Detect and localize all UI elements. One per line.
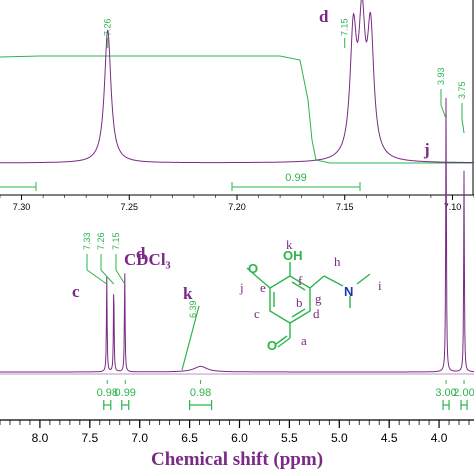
- annotation-d: d: [136, 244, 146, 263]
- main-integral-2.00: 2.00: [453, 380, 474, 410]
- site-label-k: k: [286, 237, 293, 252]
- inset-x-tick-label: 7.20: [228, 202, 246, 212]
- main-x-tick-label: 6.5: [181, 431, 198, 445]
- site-label-g: g: [315, 291, 322, 306]
- main-x-tick-label: 8.0: [32, 431, 49, 445]
- inset-x-tick-label: 7.15: [336, 202, 354, 212]
- svg-text:7.15: 7.15: [111, 232, 121, 250]
- inset-integral-bracket-left: [0, 182, 37, 191]
- site-label-i: i: [378, 278, 382, 293]
- atom-n: N: [344, 284, 353, 299]
- atom-o-aldehyde: O: [267, 338, 277, 353]
- site-label-c: c: [254, 306, 260, 321]
- main-x-tick-label: 5.0: [331, 431, 348, 445]
- main-spectrum-trace: [0, 97, 474, 373]
- main-integral-0.98: 0.98: [97, 380, 118, 410]
- site-label-b: b: [296, 295, 303, 310]
- main-x-tick-label: 7.5: [81, 431, 98, 445]
- svg-text:2.00: 2.00: [453, 387, 474, 399]
- annotation-j: j: [423, 140, 430, 159]
- svg-text:7.33: 7.33: [82, 232, 92, 250]
- main-peak-label-3.75: 3.75: [457, 81, 467, 134]
- molecule-labels: OH O N O k j e f h i g b c d a: [239, 237, 382, 353]
- main-x-tick-label: 4.5: [381, 431, 398, 445]
- atom-o-methoxy: O: [248, 261, 258, 276]
- main-x-tick-label: 4.0: [431, 431, 448, 445]
- main-peak-label-7.26: 7.26: [96, 232, 115, 285]
- main-panel: 8.0 7.5 7.0 6.5 6.0 5.5 5.0 4.5 4.0 7.33 7.26 7.15…: [0, 67, 474, 470]
- svg-text:0.99: 0.99: [115, 387, 136, 399]
- svg-text:0.98: 0.98: [97, 387, 118, 399]
- main-integral-curve-k: [181, 305, 200, 371]
- inset-x-tick-label: 7.10: [444, 202, 462, 212]
- inset-spectrum-trace: [0, 0, 474, 164]
- site-label-a: a: [301, 333, 307, 348]
- main-peak-label-6.39: 6.39: [188, 300, 198, 318]
- site-label-e: e: [260, 280, 266, 295]
- inset-integral-label: 0.99: [285, 172, 306, 184]
- site-label-f: f: [298, 273, 303, 288]
- inset-peak-label-7.15: 7.15: [340, 18, 350, 48]
- main-integral-3.00: 3.00: [435, 380, 457, 410]
- svg-text:0.98: 0.98: [190, 387, 211, 399]
- x-axis-label: Chemical shift (ppm): [151, 449, 323, 470]
- svg-text:7.26: 7.26: [96, 232, 106, 250]
- inset-panel: 7.30 7.25 7.20 7.15 7.10 0.99 7.26 7.15 d: [0, 0, 474, 212]
- svg-text:3.00: 3.00: [435, 387, 456, 399]
- svg-text:3.75: 3.75: [457, 81, 467, 99]
- main-integral-0.99: 0.99: [115, 380, 136, 410]
- annotation-cdcl3: CDCl₃: [124, 250, 171, 269]
- annotation-c: c: [72, 282, 80, 301]
- inset-x-tick-label: 7.30: [13, 202, 31, 212]
- inset-x-tick-label: 7.25: [121, 202, 139, 212]
- main-integral-0.98: 0.98: [189, 380, 213, 410]
- benzene-ring: [269, 275, 311, 324]
- site-label-d: d: [313, 306, 320, 321]
- inset-peak-label-7.26: 7.26: [103, 18, 113, 48]
- molecule-structure: [246, 262, 371, 348]
- site-label-h: h: [334, 254, 341, 269]
- main-peak-label-7.15: 7.15: [111, 232, 126, 285]
- main-x-tick-label: 7.0: [131, 431, 148, 445]
- atom-oh: OH: [283, 248, 303, 263]
- annotation-k: k: [183, 284, 193, 303]
- site-label-j: j: [239, 280, 244, 295]
- main-peak-label-7.33: 7.33: [82, 232, 108, 285]
- svg-text:3.93: 3.93: [436, 67, 446, 85]
- main-x-tick-label: 6.0: [231, 431, 248, 445]
- inset-annotation-d: d: [319, 7, 329, 26]
- svg-text:7.15: 7.15: [340, 18, 350, 36]
- main-x-tick-label: 5.5: [281, 431, 298, 445]
- svg-text:7.26: 7.26: [103, 18, 113, 36]
- inset-integral-curve: [0, 55, 474, 164]
- svg-text:6.39: 6.39: [188, 300, 198, 318]
- main-peak-label-3.93: 3.93: [436, 67, 447, 120]
- inset-integral-bracket-d: 0.99: [231, 172, 361, 191]
